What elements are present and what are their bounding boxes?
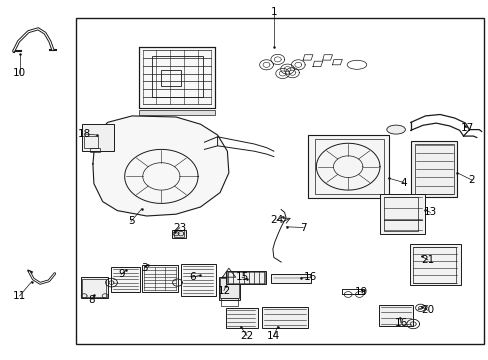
Bar bbox=[226, 272, 264, 283]
Text: 9: 9 bbox=[118, 269, 124, 279]
Bar bbox=[220, 278, 238, 298]
Bar bbox=[307, 135, 388, 198]
Text: 14: 14 bbox=[266, 330, 280, 341]
Bar bbox=[172, 230, 185, 238]
Bar bbox=[82, 279, 105, 297]
Text: 4: 4 bbox=[400, 177, 407, 188]
Bar bbox=[383, 197, 417, 231]
Bar bbox=[111, 267, 140, 292]
Text: 21: 21 bbox=[420, 255, 434, 265]
Bar bbox=[76, 18, 483, 344]
Text: 22: 22 bbox=[240, 330, 253, 341]
Text: 8: 8 bbox=[88, 294, 95, 305]
Text: 13: 13 bbox=[423, 207, 436, 217]
Bar bbox=[414, 144, 453, 194]
Text: 10: 10 bbox=[13, 68, 26, 78]
Bar bbox=[315, 139, 383, 194]
Text: 1: 1 bbox=[270, 7, 277, 17]
Text: 20: 20 bbox=[421, 305, 433, 315]
Text: 15: 15 bbox=[235, 272, 248, 282]
Bar bbox=[161, 70, 181, 86]
Text: 2: 2 bbox=[468, 175, 474, 185]
Bar bbox=[82, 124, 114, 151]
Bar bbox=[139, 110, 215, 115]
Text: 16: 16 bbox=[303, 272, 317, 282]
Text: 19: 19 bbox=[354, 287, 368, 297]
Bar bbox=[181, 264, 216, 296]
Bar bbox=[225, 308, 257, 328]
Bar bbox=[84, 136, 98, 148]
Text: 6: 6 bbox=[188, 272, 195, 282]
Text: 12: 12 bbox=[217, 285, 230, 296]
Text: 17: 17 bbox=[460, 123, 473, 133]
Polygon shape bbox=[93, 116, 228, 216]
Bar bbox=[225, 271, 265, 284]
Text: 16: 16 bbox=[393, 318, 407, 328]
Bar bbox=[410, 141, 456, 197]
Bar bbox=[142, 265, 178, 292]
Bar bbox=[173, 230, 184, 237]
Bar bbox=[261, 307, 307, 328]
Text: 24: 24 bbox=[269, 215, 283, 225]
Text: 3: 3 bbox=[141, 263, 147, 273]
Bar bbox=[380, 194, 425, 234]
Text: 11: 11 bbox=[13, 291, 26, 301]
Bar bbox=[151, 56, 203, 97]
Bar bbox=[90, 148, 100, 152]
Text: 18: 18 bbox=[77, 129, 91, 139]
Bar bbox=[219, 277, 239, 300]
Bar bbox=[409, 244, 460, 285]
Ellipse shape bbox=[386, 125, 405, 134]
Text: 5: 5 bbox=[127, 216, 134, 226]
Bar bbox=[81, 277, 107, 298]
Bar bbox=[342, 289, 364, 294]
Bar bbox=[378, 305, 412, 326]
Bar bbox=[412, 247, 455, 283]
Bar bbox=[271, 274, 310, 283]
Bar bbox=[221, 298, 237, 306]
Text: 23: 23 bbox=[173, 222, 186, 233]
Text: 7: 7 bbox=[299, 222, 306, 233]
Bar bbox=[139, 47, 215, 108]
